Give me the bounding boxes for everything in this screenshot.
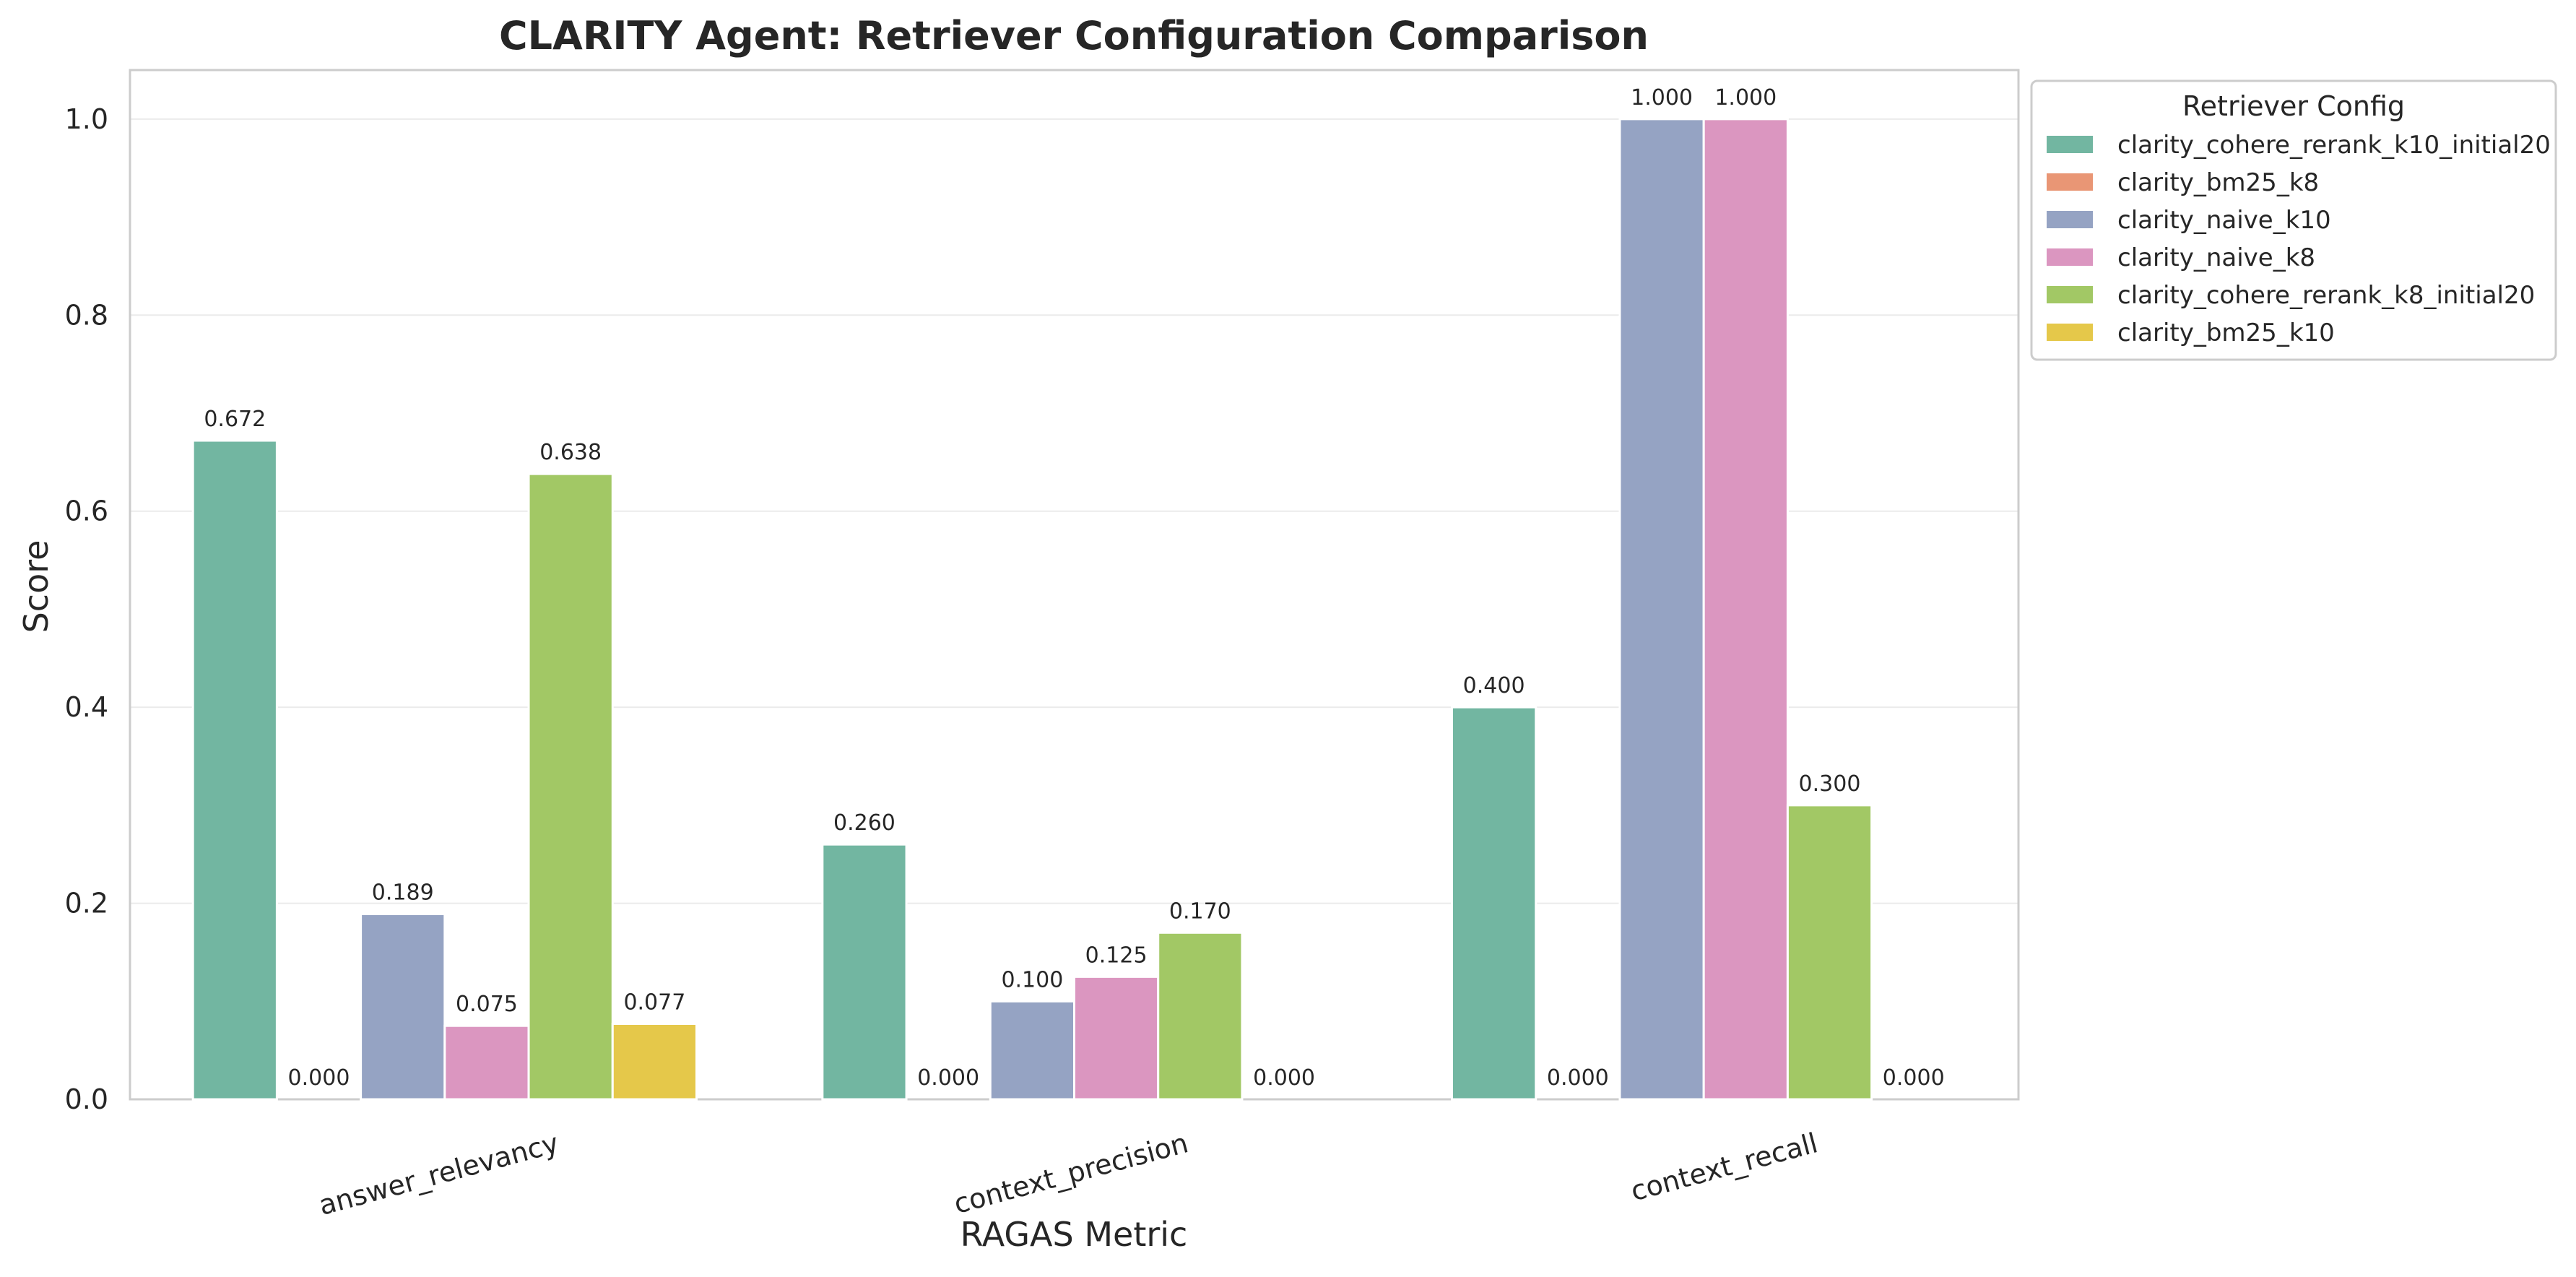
x-tick-label: context_precision: [950, 1127, 1192, 1220]
bar: [1618, 118, 1705, 1101]
bar-labels: 0.672 0.000 0.189 0.075 0.638 0.077 0.260 0.000…: [204, 85, 1944, 1091]
bar: [611, 1023, 698, 1101]
legend-label: clarity_cohere_rerank_k8_initial20: [2117, 281, 2535, 310]
bar: [1073, 975, 1160, 1101]
y-axis-label: Score: [17, 540, 56, 633]
bar: [1157, 931, 1244, 1101]
y-tick-label: 1.0: [65, 103, 108, 135]
bar-value-label: 0.077: [623, 990, 685, 1016]
y-tick-label: 0.4: [65, 691, 108, 723]
bar: [821, 843, 908, 1101]
y-tick-label: 0.8: [65, 299, 108, 331]
bar-value-label: 0.000: [1883, 1065, 1945, 1091]
legend-label: clarity_naive_k8: [2117, 243, 2315, 272]
bar: [360, 913, 446, 1101]
bar: [527, 472, 614, 1101]
bar: [1702, 118, 1789, 1101]
bar-value-label: 0.400: [1463, 673, 1525, 698]
bar-value-label: 1.000: [1631, 85, 1693, 111]
bar-value-label: 1.000: [1714, 85, 1777, 111]
y-tick-label: 0.2: [65, 888, 108, 919]
legend-swatch: [2045, 322, 2094, 342]
legend-label: clarity_bm25_k10: [2117, 319, 2335, 347]
bar-value-label: 0.672: [204, 407, 266, 432]
x-axis-label: RAGAS Metric: [960, 1215, 1188, 1254]
x-tick-labels: answer_relevancy context_precision context…: [316, 1127, 1821, 1221]
legend-label: clarity_bm25_k8: [2117, 168, 2319, 197]
legend-items: clarity_cohere_rerank_k10_initial20clari…: [2045, 131, 2551, 347]
legend-swatch: [2045, 247, 2094, 267]
legend-swatch: [2045, 285, 2094, 305]
legend-title: Retriever Config: [2182, 90, 2405, 122]
bar-value-label: 0.100: [1001, 967, 1063, 992]
bar-value-label: 0.170: [1169, 899, 1231, 924]
legend-swatch: [2045, 134, 2094, 155]
bar-value-label: 0.189: [372, 880, 434, 906]
legend-swatch: [2045, 209, 2094, 230]
y-tick-labels: 0.0 0.2 0.4 0.6 0.8 1.0: [65, 103, 108, 1115]
bar: [1786, 804, 1873, 1101]
bar-value-label: 0.125: [1085, 943, 1148, 968]
bar: [443, 1024, 530, 1101]
legend-label: clarity_cohere_rerank_k10_initial20: [2117, 131, 2551, 160]
bar-value-label: 0.075: [456, 992, 518, 1017]
chart-title: CLARITY Agent: Retriever Configuration C…: [499, 13, 1649, 59]
bar-value-label: 0.000: [1253, 1065, 1315, 1091]
x-tick-label: context_recall: [1627, 1127, 1821, 1207]
bar-value-label: 0.300: [1799, 771, 1861, 797]
bar-value-label: 0.260: [833, 810, 895, 836]
bar-value-label: 0.000: [288, 1065, 350, 1091]
bar: [191, 439, 278, 1101]
bar-value-label: 0.000: [917, 1065, 979, 1091]
bars: [191, 118, 1873, 1101]
legend-box: [2030, 79, 2557, 361]
legend-label: clarity_naive_k10: [2117, 206, 2331, 235]
bar-value-label: 0.000: [1547, 1065, 1609, 1091]
y-tick-label: 0.6: [65, 495, 108, 527]
bar: [989, 1000, 1076, 1101]
x-tick-label: answer_relevancy: [316, 1127, 562, 1221]
legend: Retriever Config clarity_cohere_rerank_k…: [2030, 79, 2557, 361]
y-tick-label: 0.0: [65, 1083, 108, 1115]
bar: [1451, 706, 1538, 1101]
bar-value-label: 0.638: [539, 440, 602, 465]
legend-swatch: [2045, 172, 2094, 192]
